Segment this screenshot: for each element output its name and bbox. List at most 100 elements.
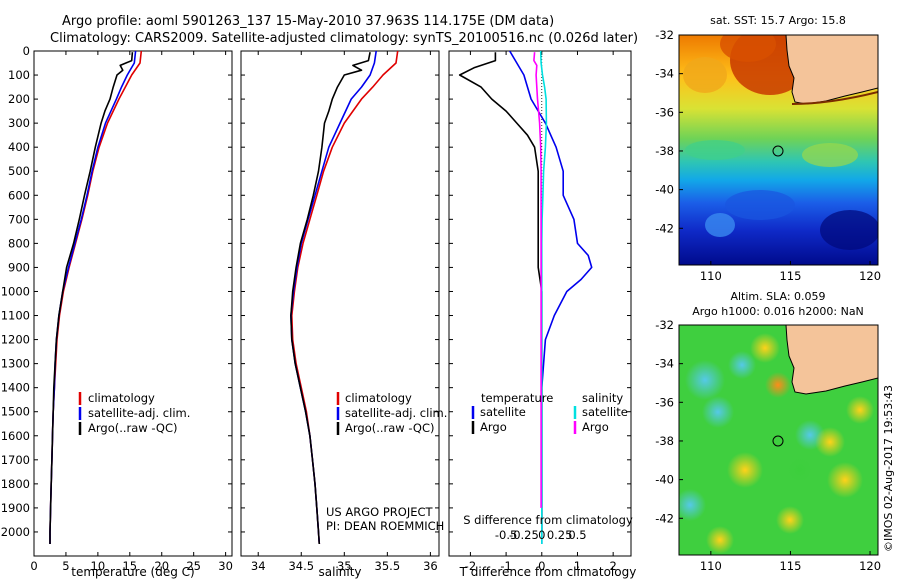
lat-tick-label: -38 (655, 144, 674, 158)
s-difference-tick-label: -0.25 (509, 528, 539, 542)
salinity-x-axis: 34 34.5 35 35.5 36 (251, 51, 438, 573)
x-tick-label: -2 (465, 559, 476, 573)
y-tick-label: 1400 (1, 381, 30, 395)
y-tick-label: 1500 (1, 405, 30, 419)
difference-axes-frame (448, 50, 632, 557)
sst-warm-patch (683, 57, 727, 93)
legend-label-temp-argo: Argo (480, 420, 507, 434)
y-tick-label: 400 (8, 140, 30, 154)
sla-high-anomaly (750, 333, 780, 363)
s-difference-tick-label: -0.5 (495, 528, 517, 542)
lat-tick-label: -40 (655, 473, 674, 487)
sst-map-title: sat. SST: 15.7 Argo: 15.8 (710, 14, 846, 27)
temperature-x-axis: 0 5 10 15 20 25 30 (30, 51, 233, 573)
y-tick-label: 1200 (1, 333, 30, 347)
sst-field (679, 35, 878, 265)
legend-label-sal-satellite: satellite (582, 405, 628, 419)
difference-lines (458, 51, 593, 544)
temperature-xlabel: temperature (deg C) (71, 565, 194, 579)
legend-label-satellite: satellite-adj. clim. (345, 406, 447, 420)
y-tick-label: 200 (8, 92, 30, 106)
series-line-temperature-satellite (509, 51, 593, 544)
lon-tick-label: 110 (700, 269, 722, 283)
y-tick-label: 800 (8, 236, 30, 250)
lat-tick-label: -42 (655, 511, 674, 525)
figure-title-line1: Argo profile: aoml 5901263_137 15-May-20… (62, 14, 554, 29)
sst-cool-patch (705, 213, 735, 237)
legend-label-argo: Argo(..raw -QC) (88, 421, 178, 435)
sst-map: sat. SST: 15.7 Argo: 15.8 -32 -34 -36 -38 -4… (655, 14, 881, 283)
y-tick-label: 100 (8, 68, 30, 82)
x-tick-label: 30 (218, 559, 233, 573)
sla-low-anomaly (728, 351, 756, 379)
x-tick-label: 35.5 (375, 559, 401, 573)
series-line-climatology (290, 51, 399, 545)
sla-high-anomaly (706, 526, 734, 554)
y-tick-label: 600 (8, 188, 30, 202)
legend-label-satellite: satellite-adj. clim. (88, 406, 190, 420)
australia-land (785, 325, 878, 395)
salinity-axes-frame (240, 50, 440, 557)
lon-tick-label: 120 (859, 269, 881, 283)
temperature-legend: climatology satellite-adj. clim. Argo(..… (78, 391, 190, 435)
lat-tick-label: -34 (655, 357, 674, 371)
x-tick-label: 0 (538, 559, 545, 573)
credit-line2: PI: DEAN ROEMMICH (326, 519, 444, 533)
y-tick-label: 1300 (1, 357, 30, 371)
y-tick-label: 700 (8, 212, 30, 226)
lat-tick-label: -32 (655, 318, 674, 332)
legend-label-temp-satellite: satellite (480, 405, 526, 419)
lon-tick-label: 110 (700, 559, 722, 573)
y-tick-label: 0 (23, 44, 30, 58)
lon-tick-label: 120 (859, 559, 881, 573)
y-tick-label: 900 (8, 260, 30, 274)
lat-tick-label: -42 (655, 221, 674, 235)
lon-tick-label: 115 (779, 269, 801, 283)
sla-low-anomaly (685, 360, 725, 400)
sla-high-anomaly (815, 427, 845, 457)
lat-tick-label: -38 (655, 434, 674, 448)
lat-tick-label: -40 (655, 183, 674, 197)
sla-map-title2: Argo h1000: 0.016 h2000: NaN (692, 305, 864, 318)
sla-high-anomaly (776, 506, 804, 534)
x-tick-label: 34 (251, 559, 266, 573)
coastal-warm-strip (791, 91, 878, 105)
sla-low-anomaly (702, 396, 734, 428)
x-tick-label: 2 (609, 559, 616, 573)
sst-map-frame (678, 34, 879, 266)
temperature-panel: 0100200300400500600700800900100011001200… (1, 44, 233, 579)
x-tick-label: 5 (62, 559, 69, 573)
credit-line1: US ARGO PROJECT (326, 505, 434, 519)
legend-label-sal-argo: Argo (582, 420, 609, 434)
y-tick-label: 1700 (1, 453, 30, 467)
sla-field (679, 325, 878, 555)
y-tick-label: 300 (8, 116, 30, 130)
lat-tick-label: -32 (655, 28, 674, 42)
argo-position-marker (772, 435, 784, 447)
x-tick-label: 35 (337, 559, 352, 573)
y-tick-label: 1000 (1, 284, 30, 298)
s-difference-label: S difference from climatology (463, 513, 633, 527)
sla-high-anomaly (827, 462, 863, 498)
s-difference-tick-label: 0.25 (547, 528, 573, 542)
legend-label-climatology: climatology (345, 391, 412, 405)
sst-warm-patch (720, 35, 776, 62)
sst-mid-patch (685, 140, 745, 160)
x-tick-label: 0 (30, 559, 37, 573)
lat-tick-label: -36 (655, 395, 674, 409)
figure-title-line2: Climatology: CARS2009. Satellite-adjuste… (50, 31, 638, 46)
x-tick-label: 36 (423, 559, 438, 573)
x-tick-label: 10 (91, 559, 106, 573)
series-line-climatology (49, 51, 143, 544)
sla-high-anomaly (846, 396, 874, 424)
sla-map-title1: Altim. SLA: 0.059 (730, 290, 825, 303)
series-line-argo-raw-qc (290, 52, 371, 545)
sst-cold-patch (820, 210, 878, 250)
salinity-xlabel: salinity (318, 565, 361, 579)
s-difference-tick-label: 0.5 (568, 528, 586, 542)
x-tick-label: 15 (122, 559, 137, 573)
temperature-lines (49, 51, 143, 544)
difference-y-ticks (449, 50, 631, 533)
t-difference-label: T difference from climatology (459, 565, 637, 579)
legend-label-argo: Argo(..raw -QC) (345, 421, 435, 435)
